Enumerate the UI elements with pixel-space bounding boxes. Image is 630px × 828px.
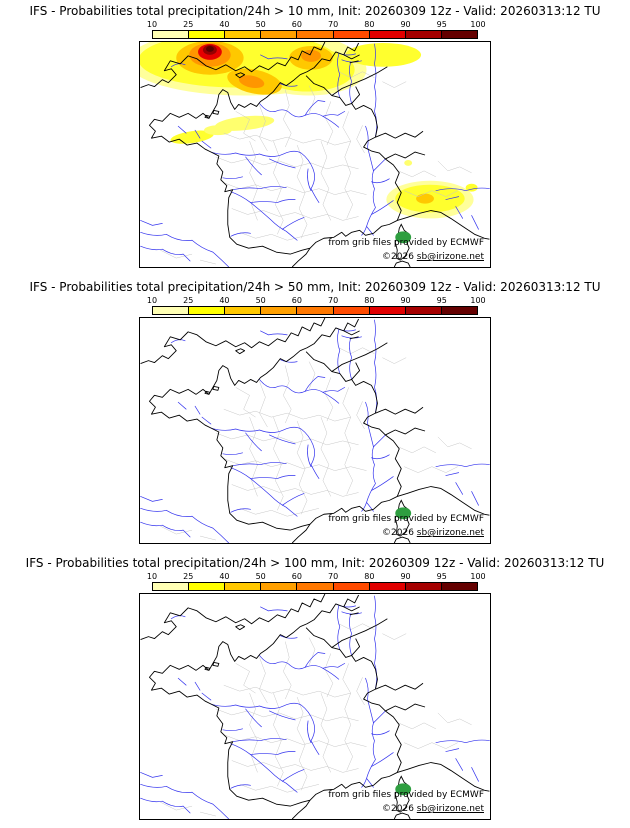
scale-seg [261, 583, 298, 590]
scale-tick: 90 [400, 20, 411, 29]
scale-seg [297, 31, 334, 38]
scale-tick: 10 [146, 296, 158, 305]
scale-tick: 80 [364, 296, 375, 305]
scale-seg [333, 583, 370, 590]
scale-tick: 40 [219, 572, 230, 581]
scale-ticks: 10 25 40 50 60 70 80 90 95 100 [147, 572, 486, 582]
scale-seg [297, 307, 334, 314]
scale-seg [153, 583, 190, 590]
scale-seg [225, 583, 262, 590]
base-map [140, 594, 490, 819]
scale-ticks: 10 25 40 50 60 70 80 90 95 100 [147, 20, 486, 30]
credit-provider: from grib files provided by ECMWF [328, 514, 484, 525]
color-scale: 10 25 40 50 60 70 80 90 95 100 [147, 20, 486, 39]
scale-gradient [152, 582, 478, 591]
scale-gradient [152, 306, 478, 315]
color-scale: 10 25 40 50 60 70 80 90 95 100 [147, 296, 486, 315]
credit-email-link[interactable]: sb@irizone.net [416, 528, 484, 539]
scale-seg [225, 307, 262, 314]
scale-gradient [152, 30, 478, 39]
scale-tick: 40 [219, 20, 230, 29]
scale-seg [369, 583, 406, 590]
panel-title: IFS - Probabilities total precipitation/… [29, 280, 601, 294]
map-france-50mm: from grib files provided by ECMWF ©2026 … [139, 317, 491, 544]
scale-tick: 40 [219, 296, 230, 305]
scale-seg [297, 583, 334, 590]
scale-seg [261, 307, 298, 314]
map-france-100mm: from grib files provided by ECMWF ©2026 … [139, 593, 491, 820]
panel-precip-50mm: IFS - Probabilities total precipitation/… [0, 276, 630, 552]
color-scale: 10 25 40 50 60 70 80 90 95 100 [147, 572, 486, 591]
scale-seg [189, 583, 226, 590]
scale-seg [441, 307, 477, 314]
scale-seg [153, 31, 190, 38]
panel-title: IFS - Probabilities total precipitation/… [29, 4, 601, 18]
map-svg [140, 318, 490, 543]
scale-tick: 100 [470, 572, 486, 581]
scale-seg [441, 583, 477, 590]
scale-seg [261, 31, 298, 38]
scale-tick: 95 [436, 572, 447, 581]
scale-seg [333, 307, 370, 314]
scale-tick: 95 [436, 296, 447, 305]
scale-tick: 25 [183, 296, 194, 305]
scale-tick: 50 [255, 572, 266, 581]
scale-tick: 25 [183, 20, 194, 29]
scale-tick: 100 [470, 296, 486, 305]
map-credit: from grib files provided by ECMWF ©2026 … [328, 237, 484, 265]
scale-seg [405, 307, 442, 314]
scale-seg [225, 31, 262, 38]
scale-tick: 50 [255, 296, 266, 305]
credit-copyright: ©2026 sb@irizone.net [382, 252, 484, 263]
scale-tick: 95 [436, 20, 447, 29]
scale-tick: 50 [255, 20, 266, 29]
credit-provider: from grib files provided by ECMWF [328, 238, 484, 249]
scale-seg [369, 31, 406, 38]
panel-precip-100mm: IFS - Probabilities total precipitation/… [0, 552, 630, 828]
scale-seg [153, 307, 190, 314]
scale-tick: 80 [364, 20, 375, 29]
scale-seg [189, 307, 226, 314]
scale-tick: 25 [183, 572, 194, 581]
scale-tick: 90 [400, 296, 411, 305]
scale-tick: 10 [146, 572, 158, 581]
map-svg [140, 42, 490, 267]
panel-title: IFS - Probabilities total precipitation/… [25, 556, 605, 570]
scale-seg [405, 31, 442, 38]
scale-tick: 70 [328, 572, 339, 581]
credit-email-link[interactable]: sb@irizone.net [416, 252, 484, 263]
scale-seg [405, 583, 442, 590]
map-svg [140, 594, 490, 819]
scale-tick: 80 [364, 572, 375, 581]
panel-precip-10mm: IFS - Probabilities total precipitation/… [0, 0, 630, 276]
scale-tick: 100 [470, 20, 486, 29]
map-france-10mm: from grib files provided by ECMWF ©2026 … [139, 41, 491, 268]
credit-copyright: ©2026 sb@irizone.net [382, 804, 484, 815]
credit-email-link[interactable]: sb@irizone.net [416, 804, 484, 815]
scale-tick: 60 [291, 572, 302, 581]
scale-ticks: 10 25 40 50 60 70 80 90 95 100 [147, 296, 486, 306]
precipitation-overlay [140, 42, 478, 219]
scale-tick: 60 [291, 20, 302, 29]
credit-copyright: ©2026 sb@irizone.net [382, 528, 484, 539]
scale-tick: 60 [291, 296, 302, 305]
credit-provider: from grib files provided by ECMWF [328, 790, 484, 801]
scale-seg [333, 31, 370, 38]
map-credit: from grib files provided by ECMWF ©2026 … [328, 789, 484, 817]
scale-seg [369, 307, 406, 314]
scale-tick: 70 [328, 20, 339, 29]
map-credit: from grib files provided by ECMWF ©2026 … [328, 513, 484, 541]
scale-tick: 10 [146, 20, 158, 29]
scale-seg [441, 31, 477, 38]
scale-tick: 90 [400, 572, 411, 581]
scale-tick: 70 [328, 296, 339, 305]
base-map [140, 318, 490, 543]
scale-seg [189, 31, 226, 38]
